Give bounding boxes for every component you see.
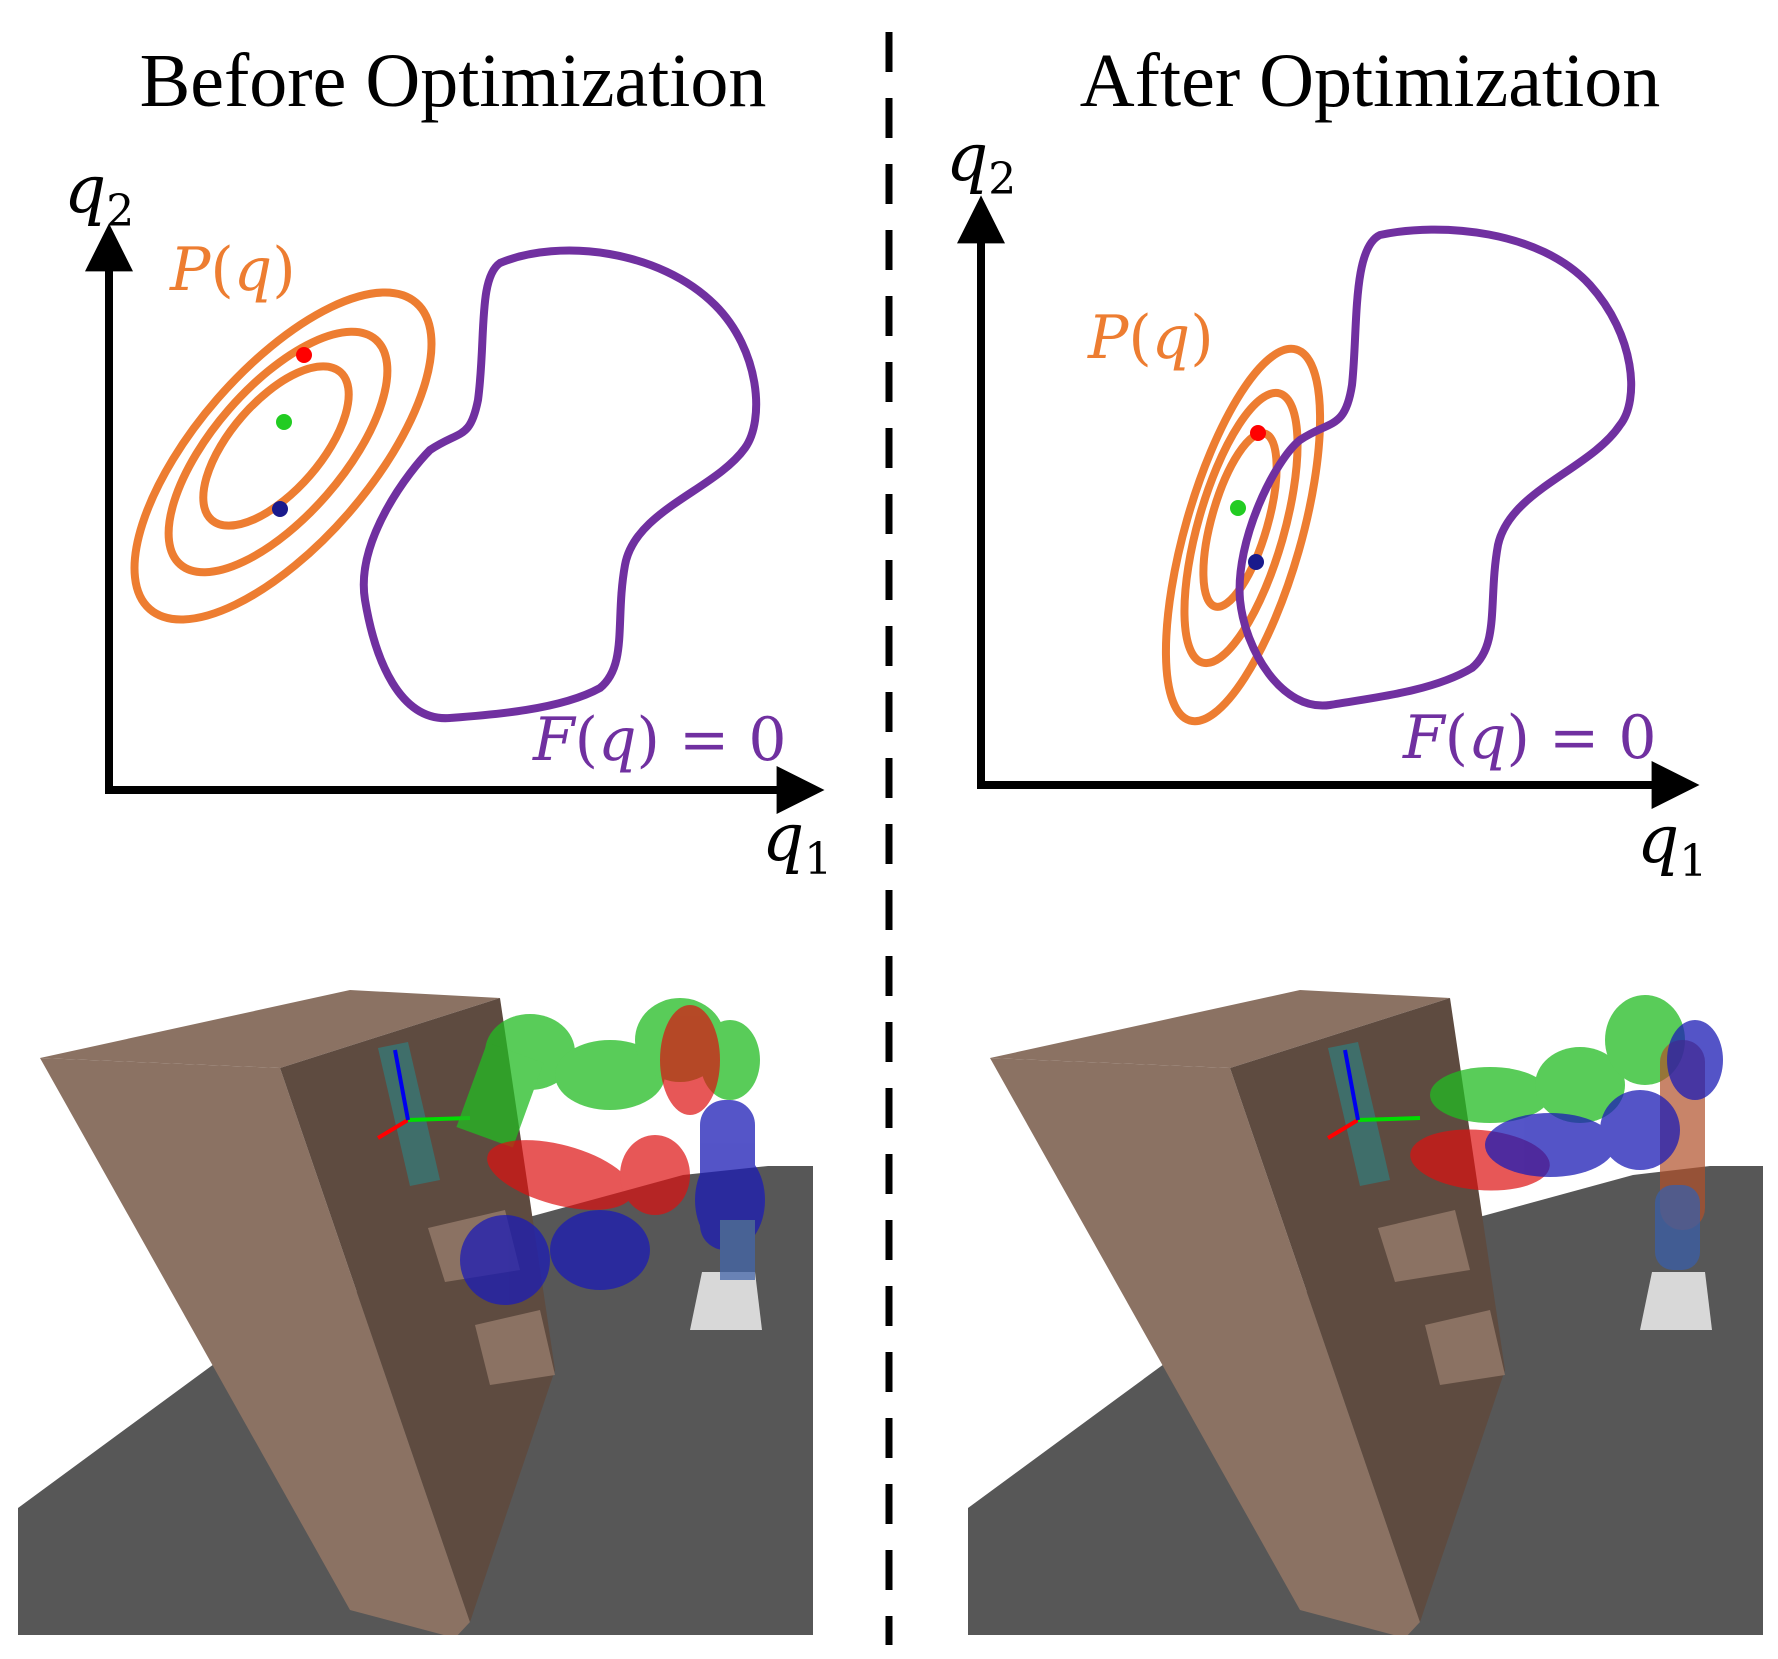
frame-x-axis: [1326, 1118, 1360, 1140]
density-contour-outer: [1161, 344, 1325, 726]
shelf-top: [990, 990, 1450, 1068]
right-panel: After Optimization q2 q1 P(q) F(q) = 0: [946, 39, 1763, 1635]
density-label: P(q): [169, 235, 296, 305]
shelf-board-2: [1425, 1310, 1505, 1385]
frame-z-axis: [1343, 1049, 1360, 1121]
density-label: P(q): [1087, 303, 1214, 373]
left-scene-render: [18, 990, 813, 1635]
green-point: [276, 414, 292, 430]
robot-base: [1640, 1272, 1712, 1330]
shelf-interior: [280, 998, 555, 1622]
shelf-top: [40, 990, 500, 1068]
density-contours: [130, 288, 436, 624]
left-panel-title: Before Optimization: [140, 39, 767, 123]
left-panel: Before Optimization q2 q1 P(q) F(q) = 0: [18, 39, 832, 1635]
frame-y-axis: [1357, 1116, 1421, 1122]
x-axis-label: q1: [1637, 801, 1707, 887]
right-panel-title: After Optimization: [1080, 39, 1660, 123]
robot-base: [690, 1272, 762, 1330]
manifold-label: F(q) = 0: [532, 705, 787, 775]
green-point: [1230, 500, 1246, 516]
density-contour-middle: [1180, 388, 1302, 668]
right-diagram: q2 q1 P(q) F(q) = 0: [946, 119, 1707, 887]
shelf-board-2: [475, 1310, 555, 1385]
constraint-manifold: [359, 246, 761, 723]
left-diagram: q2 q1 P(q) F(q) = 0: [64, 151, 832, 885]
density-contour-middle: [164, 327, 392, 577]
density-contours: [1161, 344, 1325, 726]
frame-x-axis: [376, 1118, 410, 1140]
red-point: [296, 347, 312, 363]
blue-point: [272, 501, 288, 517]
constraint-manifold: [1235, 225, 1636, 710]
shelf-board-1: [1378, 1210, 1470, 1282]
frame-z-axis: [393, 1049, 410, 1121]
shelf-side-large: [40, 1058, 470, 1635]
manifold-label: F(q) = 0: [1402, 703, 1657, 773]
target-cylinder: [378, 1042, 440, 1186]
density-contour-outer: [130, 288, 436, 624]
blue-point: [1248, 554, 1264, 570]
shelf-side-large: [990, 1058, 1420, 1635]
target-cylinder: [1328, 1042, 1390, 1186]
y-axis-label: q2: [64, 151, 134, 237]
x-axis-label: q1: [762, 799, 832, 885]
right-scene-render: [968, 990, 1763, 1635]
density-contour-inner: [199, 362, 353, 530]
robot-green: [1430, 995, 1685, 1123]
robot-red: [487, 1005, 720, 1215]
red-point: [1250, 425, 1266, 441]
robot-blue: [460, 1100, 765, 1305]
y-axis-label: q2: [946, 119, 1016, 205]
robot-blue: [1485, 1020, 1723, 1270]
